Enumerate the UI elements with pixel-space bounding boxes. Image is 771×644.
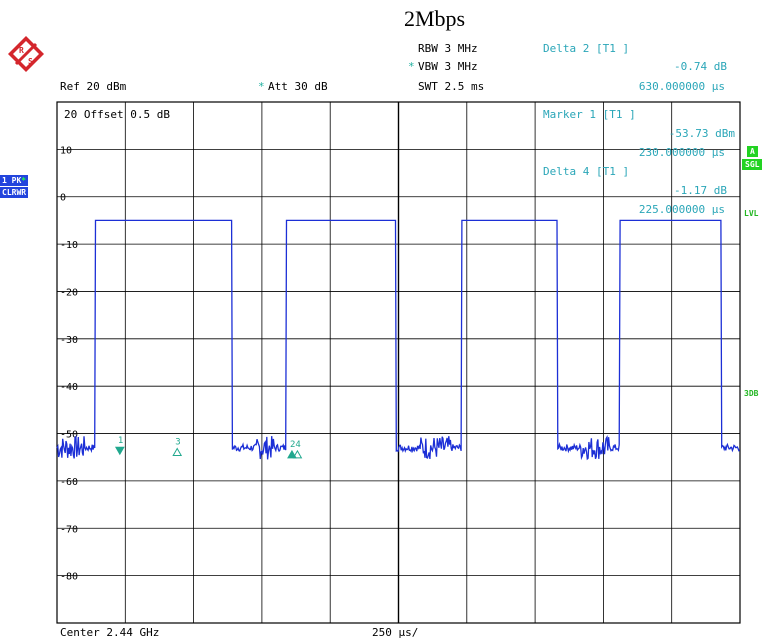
center-frequency: Center 2.44 GHz: [60, 626, 160, 639]
marker-2-symbol: [287, 449, 297, 459]
clrwr-badge: CLRWR: [0, 187, 29, 198]
rs-logo-icon: R S: [8, 36, 44, 72]
delta2-time: 630.000000 µs: [638, 80, 725, 93]
y-tick-label: -20: [60, 287, 78, 298]
sgl-badge: SGL: [742, 159, 763, 170]
y-tick-label: -50: [60, 430, 78, 441]
y-tick-label: 10: [60, 145, 72, 156]
marker-4-symbol: [292, 449, 303, 459]
marker1-value: -53.73 dBm: [668, 127, 735, 140]
att-star: *: [258, 80, 265, 93]
vbw-label: VBW 3 MHz: [418, 60, 478, 73]
marker-3-label: 3: [175, 437, 180, 447]
chart-title: 2Mbps: [404, 6, 466, 31]
trace-layer: [56, 219, 740, 461]
rbw-label: RBW 3 MHz: [418, 42, 478, 55]
delta2-value: -0.74 dB: [674, 60, 727, 73]
delta2-title: Delta 2 [T1 ]: [543, 42, 630, 55]
spectrum-trace: [56, 219, 740, 461]
svg-text:R: R: [19, 46, 24, 55]
marker-4-label: 4: [295, 440, 300, 450]
lvl-badge: LVL: [744, 209, 759, 218]
marker-3-symbol: [172, 447, 183, 456]
marker1-title: Marker 1 [T1 ]: [543, 108, 636, 121]
y-tick-label: -30: [60, 335, 78, 346]
y-tick-label: -70: [60, 524, 78, 535]
swt-label: SWT 2.5 ms: [418, 80, 485, 93]
3db-badge: 3DB: [744, 389, 759, 398]
a-badge: A: [747, 146, 758, 157]
time-per-division: 250 µs/: [372, 626, 419, 639]
trace-pk-label: 1 PK: [2, 176, 22, 185]
svg-text:S: S: [28, 57, 33, 66]
chart-grid: [56, 101, 741, 624]
trace-pk-badge: 1 PK*: [0, 175, 29, 186]
y-tick-label: -10: [60, 240, 78, 251]
y-tick-label: 0: [60, 193, 66, 204]
vbw-star: *: [408, 60, 415, 73]
y-tick-label: -60: [60, 477, 78, 488]
ref-label: Ref 20 dBm: [60, 80, 127, 93]
delta4-time: 225.000000 µs: [638, 203, 725, 216]
y-tick-label: -80: [60, 572, 78, 583]
marker-1-symbol: [114, 446, 125, 456]
delta4-value: -1.17 dB: [674, 184, 727, 197]
y-tick-label: -40: [60, 382, 78, 393]
marker-1-label: 1: [118, 436, 123, 446]
y-tick-labels: 10 0 -10 -20 -30 -40 -50 -60 -70 -80: [60, 145, 78, 582]
delta4-title: Delta 4 [T1 ]: [543, 165, 630, 178]
offset-label: 20 Offset 0.5 dB: [64, 108, 170, 121]
marker1-time: 230.000000 µs: [638, 146, 725, 159]
att-label: Att 30 dB: [268, 80, 328, 93]
marker-2-label: 2: [290, 440, 295, 450]
